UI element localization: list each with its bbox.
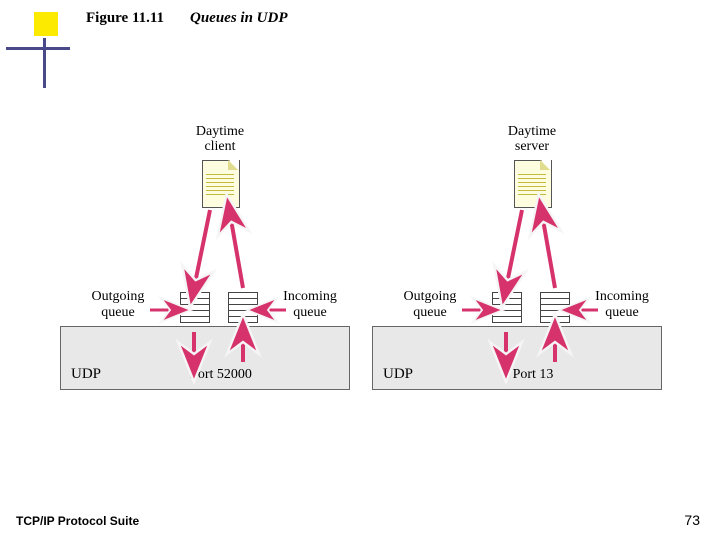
deco-vline <box>43 38 46 88</box>
footer-title: TCP/IP Protocol Suite <box>16 514 139 528</box>
panel-client: Daytimeclient Outgoingqueue Incomingqueu… <box>60 130 348 390</box>
panel-server: Daytimeserver Outgoingqueue Incomingqueu… <box>372 130 660 390</box>
arrows-server <box>372 130 660 390</box>
figure-caption: Queues in UDP <box>190 10 288 27</box>
deco-square <box>34 12 58 36</box>
arrows-client <box>60 130 348 390</box>
diagram: Daytimeclient Outgoingqueue Incomingqueu… <box>60 130 660 390</box>
figure-number: Figure 11.11 <box>86 10 164 27</box>
page-number: 73 <box>684 512 700 528</box>
deco-hline <box>6 47 70 50</box>
